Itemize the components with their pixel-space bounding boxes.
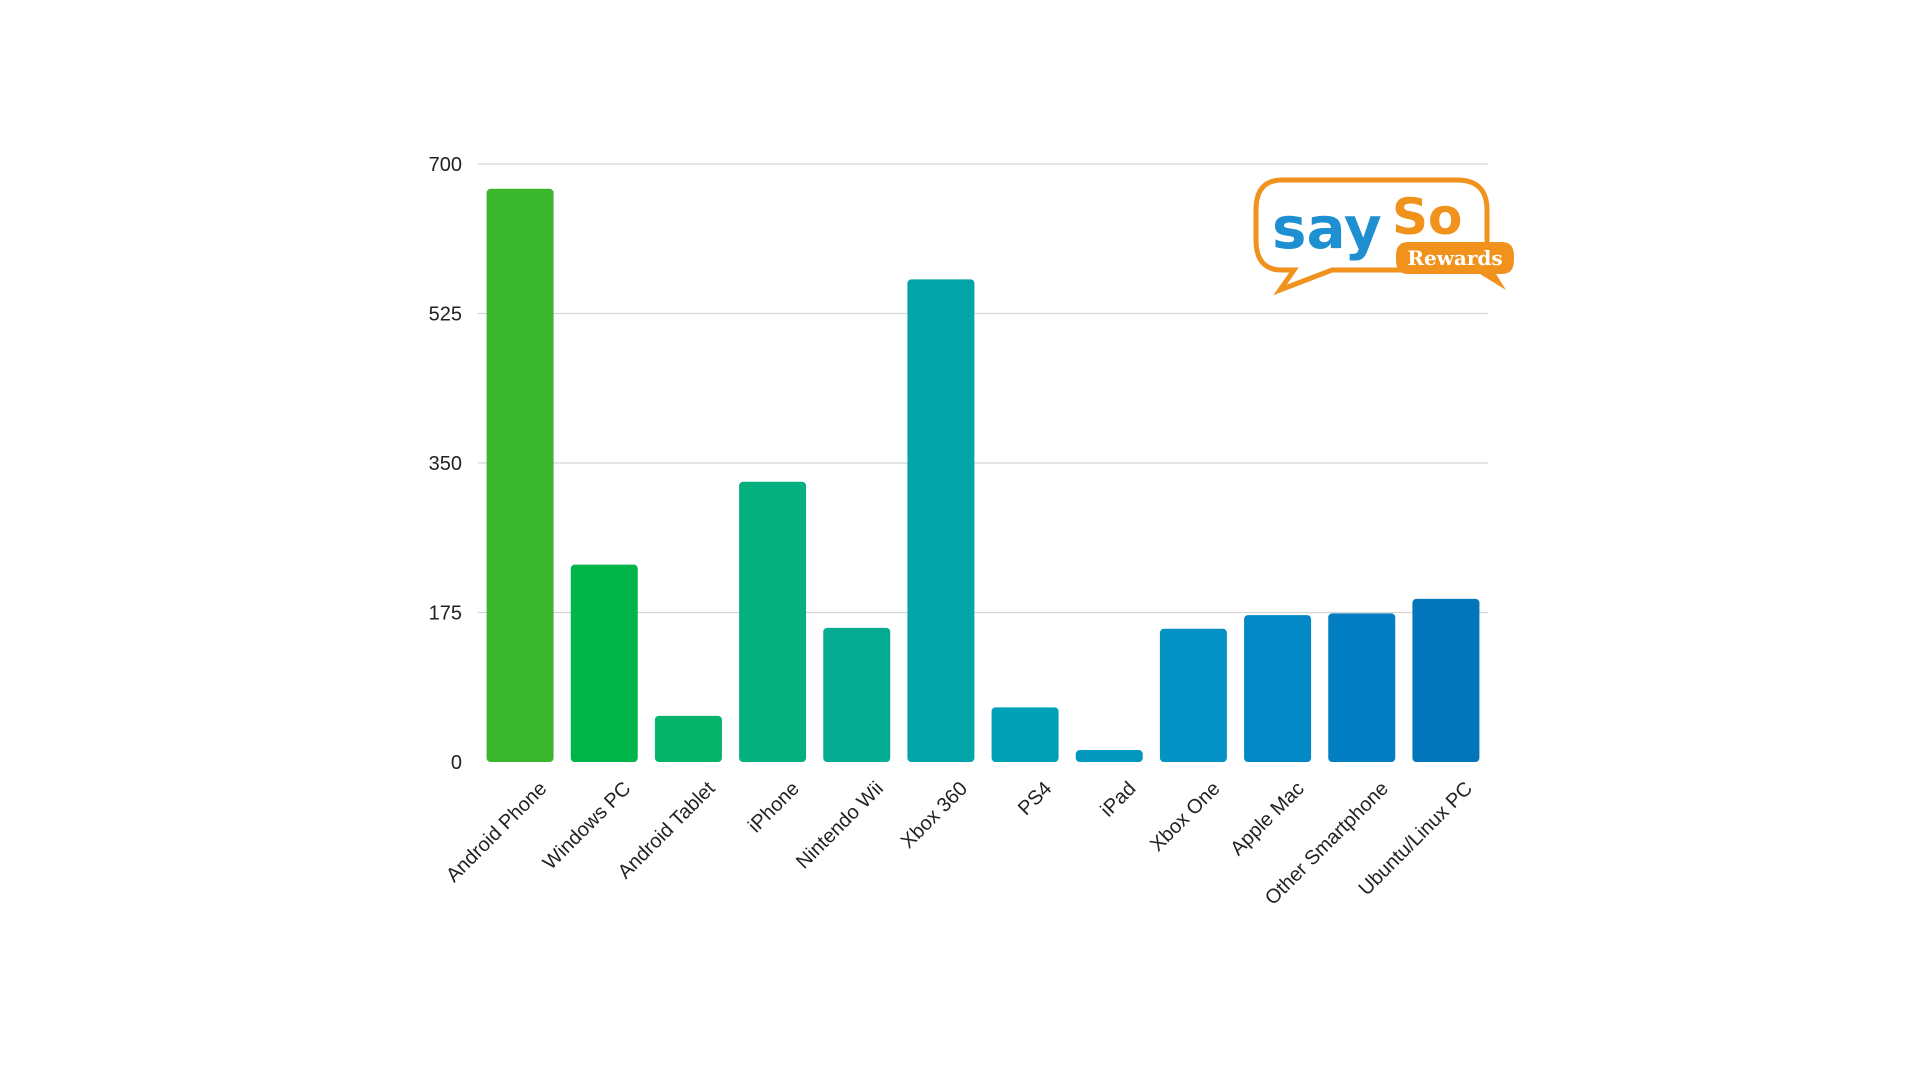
- x-tick-label: iPad: [1097, 778, 1141, 822]
- y-tick-label: 0: [451, 752, 462, 774]
- y-tick-label: 175: [429, 603, 462, 625]
- y-tick-label: 350: [429, 453, 462, 475]
- x-tick-label: Nintendo Wii: [792, 778, 888, 874]
- x-tick-label: Android Phone: [442, 778, 551, 887]
- x-tick-label: iPhone: [744, 778, 804, 838]
- bar-apple-mac: [1244, 615, 1312, 762]
- logo-rewards-text: Rewards: [1407, 246, 1502, 270]
- bar-other-smartphone: [1328, 613, 1396, 762]
- bar-ps4: [991, 707, 1059, 762]
- x-tick-label: Xbox One: [1146, 778, 1224, 856]
- bar-ipad: [1075, 750, 1143, 762]
- gridlines: [478, 163, 1488, 614]
- sayso-rewards-logo: say So Rewards: [1253, 177, 1514, 296]
- bar-nintendo-wii: [823, 627, 891, 762]
- bars: [486, 188, 1480, 762]
- bar-ubuntu-linux-pc: [1412, 598, 1480, 762]
- bar-xbox-360: [907, 279, 975, 762]
- y-tick-label: 525: [429, 304, 462, 326]
- y-tick-label: 700: [429, 154, 462, 176]
- y-axis-ticks: 0 175 350 525 700: [429, 154, 462, 774]
- bar-xbox-one: [1159, 628, 1227, 762]
- logo-say-text: say: [1272, 194, 1382, 262]
- logo-rewards-badge: [1396, 242, 1514, 290]
- bar-android-phone: [486, 188, 554, 762]
- bar-iphone: [739, 481, 807, 762]
- bar-windows-pc: [570, 564, 638, 762]
- x-tick-label: PS4: [1014, 778, 1056, 820]
- x-tick-label: Xbox 360: [897, 778, 972, 853]
- logo-so-text: So: [1392, 188, 1462, 246]
- bar-android-tablet: [654, 715, 722, 762]
- x-tick-label: Apple Mac: [1226, 778, 1308, 860]
